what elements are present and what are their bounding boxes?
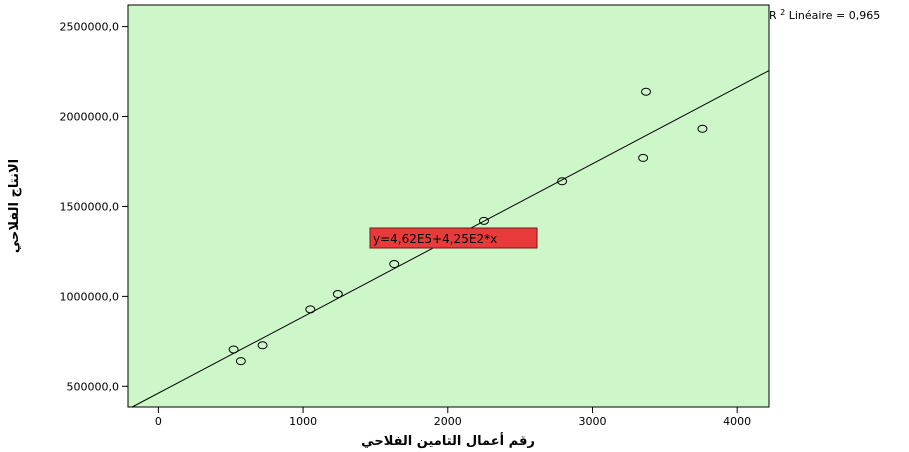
x-tick-label: 0 <box>155 415 162 428</box>
equation-label: y=4,62E5+4,25E2*x <box>369 227 538 249</box>
r-squared-label: R 2 Linéaire = 0,965 <box>769 5 880 22</box>
y-tick-label: 1000000,0 <box>60 290 120 303</box>
data-point <box>697 124 708 133</box>
data-point <box>228 345 239 354</box>
y-tick-label: 2500000,0 <box>60 21 120 34</box>
r-squared-value: Linéaire = 0,965 <box>789 9 880 22</box>
x-axis-title: رقم أعمال التامين الفلاحي <box>361 432 535 449</box>
y-tick-label: 500000,0 <box>67 380 120 393</box>
data-points <box>228 87 708 366</box>
r-squared-symbol: R <box>769 9 777 22</box>
data-point <box>257 341 268 350</box>
y-axis: 500000,0 1000000,0 1500000,0 2000000,0 25000… <box>60 21 128 393</box>
r-squared-superscript: 2 <box>780 8 785 17</box>
x-axis: 0 1000 2000 3000 4000 <box>155 407 751 428</box>
data-point <box>305 305 316 314</box>
x-tick-label: 2000 <box>434 415 462 428</box>
x-tick-label: 3000 <box>578 415 606 428</box>
data-point <box>641 87 652 96</box>
data-point <box>332 290 343 299</box>
data-point <box>389 260 400 269</box>
y-tick-label: 2000000,0 <box>60 111 120 124</box>
data-point <box>638 153 649 162</box>
x-tick-label: 1000 <box>289 415 317 428</box>
y-axis-title: الانتاج الفلاحي <box>7 159 22 253</box>
data-point <box>235 357 246 366</box>
plot-area <box>127 4 770 408</box>
equation-text: y=4,62E5+4,25E2*x <box>373 232 497 246</box>
y-tick-label: 1500000,0 <box>60 200 120 213</box>
x-tick-label: 4000 <box>723 415 751 428</box>
equation-box <box>369 227 538 249</box>
data-point <box>557 177 568 186</box>
data-point <box>478 216 489 225</box>
